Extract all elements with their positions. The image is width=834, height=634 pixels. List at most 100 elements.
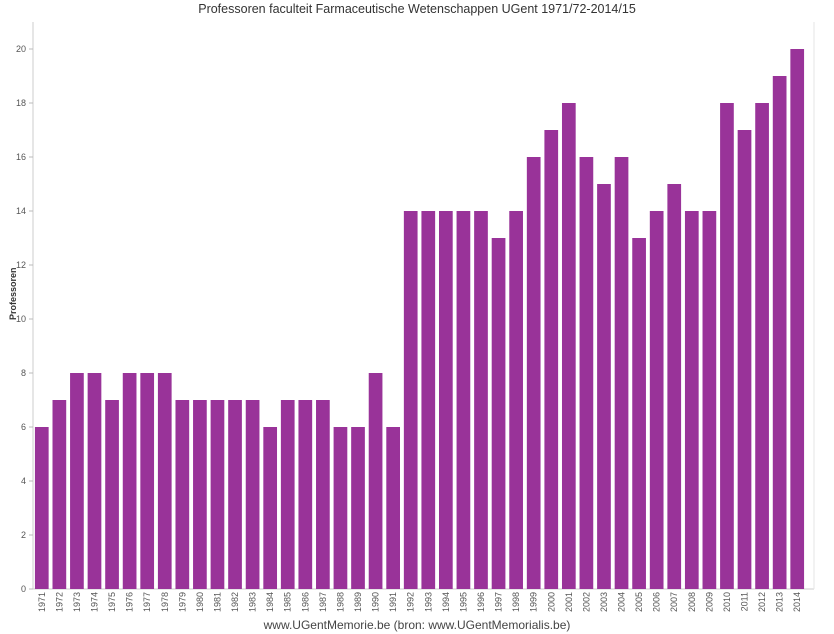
bar xyxy=(70,373,84,589)
x-tick-label: 1972 xyxy=(54,592,64,612)
x-tick-label: 2003 xyxy=(599,592,609,612)
bar xyxy=(368,373,383,589)
y-tick-label: 14 xyxy=(16,206,26,216)
y-tick-label: 18 xyxy=(16,98,26,108)
bar xyxy=(474,211,488,589)
bar xyxy=(614,157,629,589)
x-tick-label: 2013 xyxy=(775,592,785,612)
x-tick-label: 1987 xyxy=(318,592,328,612)
bar xyxy=(649,211,664,589)
bar xyxy=(193,400,207,589)
x-tick-label: 2008 xyxy=(687,592,697,612)
x-tick-label: 1978 xyxy=(160,592,170,612)
x-tick-label: 1973 xyxy=(72,592,82,612)
y-tick-label: 20 xyxy=(16,44,26,54)
bar xyxy=(210,400,225,589)
bar xyxy=(87,373,102,589)
bar xyxy=(755,103,769,589)
x-tick-label: 1983 xyxy=(248,592,258,612)
bar xyxy=(333,427,348,589)
bar xyxy=(157,373,172,589)
x-tick-label: 1997 xyxy=(494,592,504,612)
x-tick-label: 2002 xyxy=(581,592,591,612)
x-tick-label: 2004 xyxy=(617,592,627,612)
x-tick-label: 1976 xyxy=(125,592,135,612)
x-tick-label: 1974 xyxy=(89,592,99,612)
x-tick-label: 1985 xyxy=(283,592,293,612)
x-tick-label: 1982 xyxy=(230,592,240,612)
bar xyxy=(403,211,418,589)
x-tick-label: 1981 xyxy=(212,592,222,612)
bar xyxy=(790,49,805,589)
bar xyxy=(772,76,787,589)
bar xyxy=(579,157,594,589)
y-tick-label: 10 xyxy=(16,314,26,324)
x-tick-label: 1998 xyxy=(511,592,521,612)
bar xyxy=(509,211,523,589)
bar xyxy=(351,427,365,589)
bar xyxy=(298,400,313,589)
x-tick-label: 1992 xyxy=(406,592,416,612)
bar xyxy=(105,400,119,589)
source-footer: www.UGentMemorie.be (bron: www.UGentMemo… xyxy=(263,618,571,632)
bar xyxy=(456,211,471,589)
y-tick-label: 0 xyxy=(21,584,26,594)
bar xyxy=(316,400,330,589)
bar xyxy=(737,130,752,589)
bar xyxy=(34,427,49,589)
bar xyxy=(597,184,611,589)
x-tick-label: 2011 xyxy=(740,592,750,611)
bar xyxy=(561,103,576,589)
x-tick-label: 2005 xyxy=(634,592,644,612)
x-tick-label: 1990 xyxy=(371,592,381,612)
bar xyxy=(140,373,155,589)
bar xyxy=(228,400,242,589)
bar xyxy=(122,373,137,589)
y-tick-label: 2 xyxy=(21,530,26,540)
chart-title: Professoren faculteit Farmaceutische Wet… xyxy=(198,2,636,16)
bar xyxy=(245,400,260,589)
x-tick-label: 2010 xyxy=(722,592,732,612)
x-tick-label: 1991 xyxy=(388,592,398,612)
x-tick-label: 1989 xyxy=(353,592,363,612)
bar xyxy=(439,211,453,589)
x-tick-label: 1988 xyxy=(335,592,345,612)
x-tick-label: 1971 xyxy=(37,592,47,612)
x-tick-label: 1999 xyxy=(529,592,539,612)
bar xyxy=(667,184,682,589)
bar xyxy=(491,238,506,589)
bar xyxy=(702,211,717,589)
bar xyxy=(632,238,646,589)
x-tick-label: 1996 xyxy=(476,592,486,612)
bar xyxy=(544,130,559,589)
x-tick-label: 1975 xyxy=(107,592,117,612)
bar xyxy=(526,157,541,589)
x-tick-label: 2009 xyxy=(704,592,714,612)
x-tick-label: 2014 xyxy=(792,592,802,612)
bar xyxy=(684,211,699,589)
x-tick-label: 1977 xyxy=(142,592,152,612)
bar xyxy=(175,400,190,589)
bar xyxy=(52,400,67,589)
x-tick-label: 1994 xyxy=(441,592,451,612)
x-tick-label: 1980 xyxy=(195,592,205,612)
bar xyxy=(386,427,400,589)
x-tick-label: 2001 xyxy=(564,592,574,612)
x-tick-label: 1995 xyxy=(458,592,468,612)
y-tick-label: 8 xyxy=(21,368,26,378)
x-tick-label: 1984 xyxy=(265,592,275,612)
x-tick-label: 2006 xyxy=(652,592,662,612)
bar xyxy=(263,427,278,589)
y-tick-label: 6 xyxy=(21,422,26,432)
x-tick-label: 1993 xyxy=(423,592,433,612)
bar xyxy=(720,103,734,589)
x-tick-label: 2012 xyxy=(757,592,767,612)
y-tick-label: 4 xyxy=(21,476,26,486)
x-tick-label: 2007 xyxy=(669,592,679,612)
y-tick-label: 12 xyxy=(16,260,26,270)
x-tick-label: 1986 xyxy=(300,592,310,612)
x-tick-label: 2000 xyxy=(546,592,556,612)
bar xyxy=(421,211,436,589)
x-tick-label: 1979 xyxy=(177,592,187,612)
